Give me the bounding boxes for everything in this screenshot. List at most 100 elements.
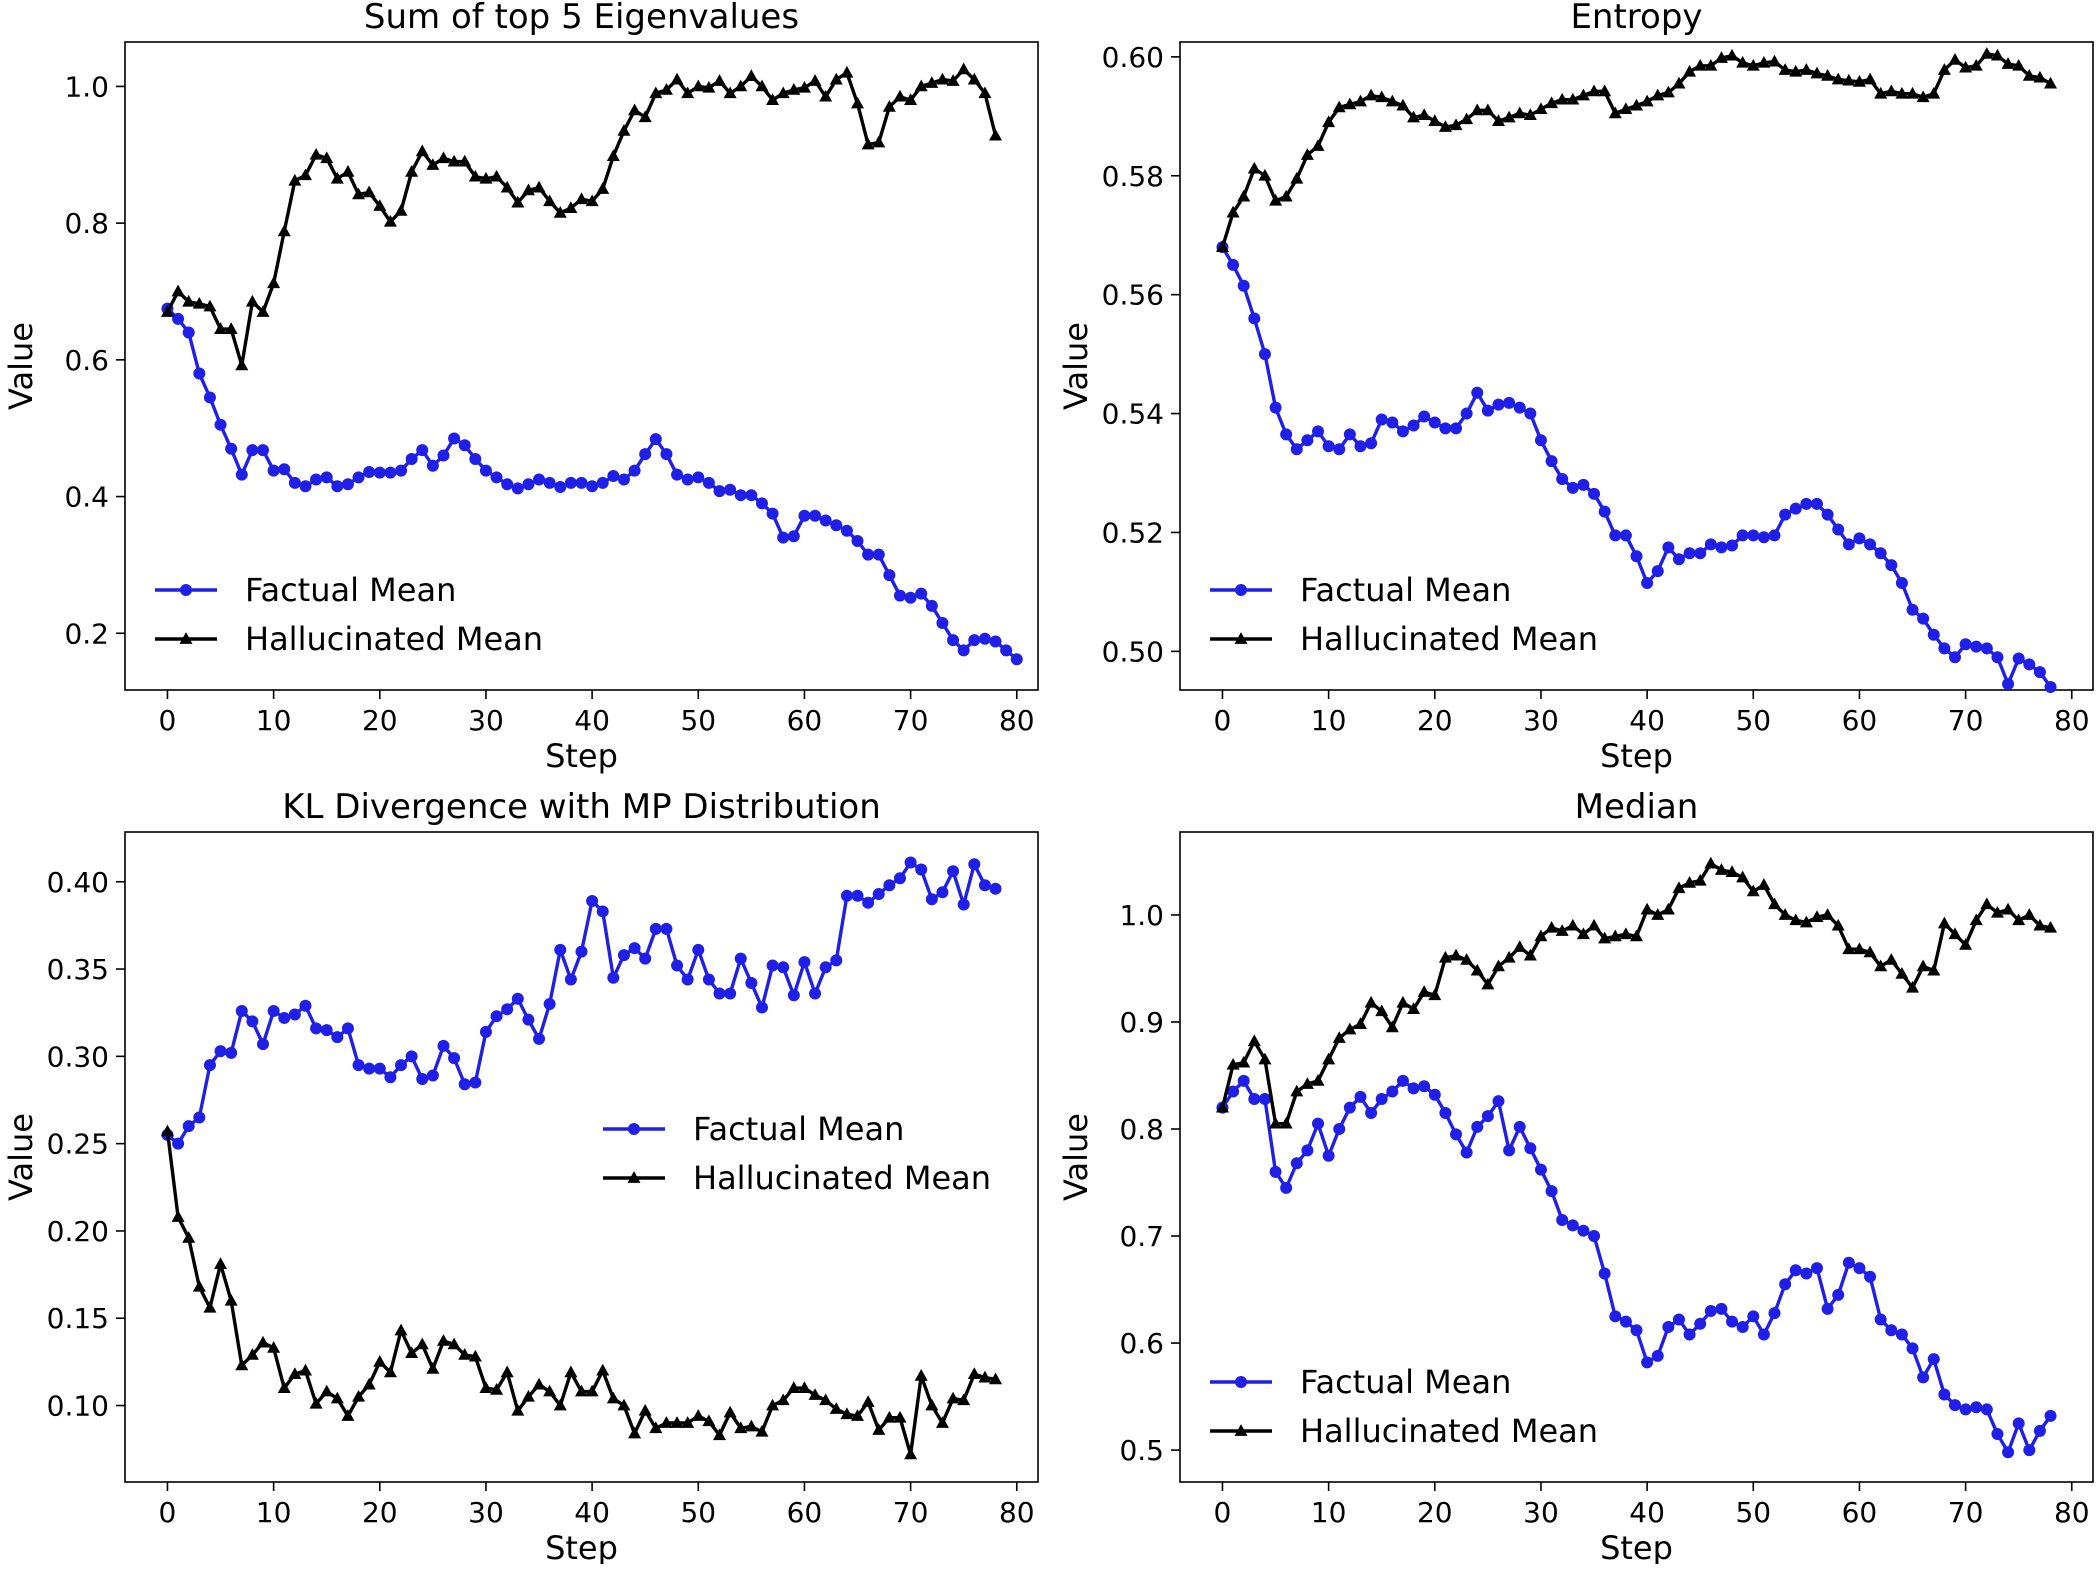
data-point	[1386, 1085, 1399, 1098]
x-tick-label: 60	[787, 704, 823, 737]
data-point	[2044, 1409, 2057, 1422]
data-point	[872, 1423, 886, 1435]
data-point	[670, 1416, 684, 1428]
data-point	[1799, 63, 1813, 75]
data-point	[299, 480, 312, 493]
data-point	[1598, 505, 1611, 518]
data-point	[1470, 103, 1484, 116]
data-point	[893, 1410, 907, 1423]
data-point	[1555, 924, 1569, 936]
data-point	[1577, 1224, 1590, 1237]
data-point	[745, 489, 758, 502]
data-point	[1831, 918, 1845, 931]
x-tick-label: 50	[1735, 704, 1771, 737]
data-point	[320, 1024, 333, 1037]
data-point	[458, 1078, 471, 1091]
data-point	[320, 471, 333, 484]
data-point	[1916, 959, 1930, 972]
data-point	[724, 483, 737, 496]
data-point	[628, 103, 642, 116]
data-point	[1417, 108, 1431, 120]
data-point	[1290, 171, 1304, 184]
data-point	[214, 418, 227, 431]
data-point	[628, 942, 641, 955]
data-point	[914, 1369, 928, 1381]
data-point	[363, 1062, 376, 1075]
data-point	[967, 1367, 981, 1379]
data-point	[649, 86, 663, 99]
data-point	[968, 634, 981, 647]
data-point	[957, 62, 971, 75]
data-point	[2033, 666, 2046, 679]
chart-panel-3: KL Divergence with MP Distribution 0 10 20 3…	[2, 787, 1039, 1567]
data-point	[373, 466, 386, 479]
data-point	[1832, 1288, 1845, 1301]
data-point	[383, 1365, 397, 1378]
data-point	[1226, 1057, 1240, 1070]
data-point	[829, 72, 843, 85]
data-point	[564, 201, 578, 213]
data-point	[1513, 1120, 1526, 1133]
data-point	[2012, 58, 2026, 71]
data-point	[182, 1120, 195, 1133]
data-point	[1237, 189, 1251, 202]
data-point	[1747, 1310, 1760, 1323]
data-point	[1492, 398, 1505, 411]
data-point	[1598, 931, 1612, 944]
data-point	[639, 448, 652, 461]
data-point	[1386, 416, 1399, 429]
x-tick-label: 70	[1948, 1496, 1984, 1529]
data-point	[1428, 416, 1441, 429]
data-point	[341, 1409, 355, 1421]
data-point	[1481, 1110, 1494, 1123]
data-point	[1789, 64, 1803, 77]
data-point	[989, 128, 1003, 141]
data-point	[1959, 1403, 1972, 1416]
data-point	[1301, 434, 1314, 447]
data-point	[511, 195, 525, 208]
data-point	[203, 391, 216, 404]
data-point	[1385, 94, 1399, 107]
chart-panel-1: Sum of top 5 Eigenvalues 0 10 20 30 40 50 60 70 8…	[2, 0, 1039, 775]
data-point	[564, 973, 577, 986]
data-point	[1470, 963, 1484, 976]
data-point	[1980, 642, 1993, 655]
data-point	[1969, 913, 1983, 926]
data-point	[1672, 76, 1686, 89]
data-point	[978, 632, 991, 645]
y-tick-label: 0.9	[1119, 1006, 1164, 1039]
legend: Factual Mean Hallucinated Mean	[155, 571, 543, 658]
data-point	[819, 961, 832, 974]
data-point	[883, 879, 896, 892]
data-point	[1280, 428, 1293, 441]
x-tick-label: 0	[1214, 704, 1232, 737]
y-tick-label: 0.30	[47, 1040, 109, 1073]
data-point	[1428, 1088, 1441, 1101]
data-point	[426, 158, 440, 170]
data-point	[1969, 58, 1983, 71]
data-point	[543, 997, 556, 1010]
data-point	[766, 959, 779, 972]
data-point	[1683, 876, 1697, 888]
data-point	[851, 534, 864, 547]
data-point	[479, 1025, 492, 1038]
data-point	[1385, 1020, 1399, 1033]
data-point	[1333, 443, 1346, 456]
data-point	[394, 1323, 408, 1336]
data-point	[734, 1421, 748, 1434]
data-point	[1630, 550, 1643, 563]
data-point	[564, 476, 577, 489]
data-point	[171, 284, 185, 297]
data-point	[384, 466, 397, 479]
data-point	[1991, 1428, 2004, 1441]
data-point	[575, 192, 588, 205]
data-point	[1736, 55, 1750, 68]
data-point	[755, 1001, 768, 1014]
data-point	[702, 476, 715, 489]
data-point	[1491, 114, 1505, 126]
data-point	[1279, 189, 1293, 202]
data-point	[1513, 106, 1527, 119]
data-point	[872, 887, 885, 900]
data-point	[352, 1059, 365, 1072]
data-point	[1842, 73, 1856, 86]
